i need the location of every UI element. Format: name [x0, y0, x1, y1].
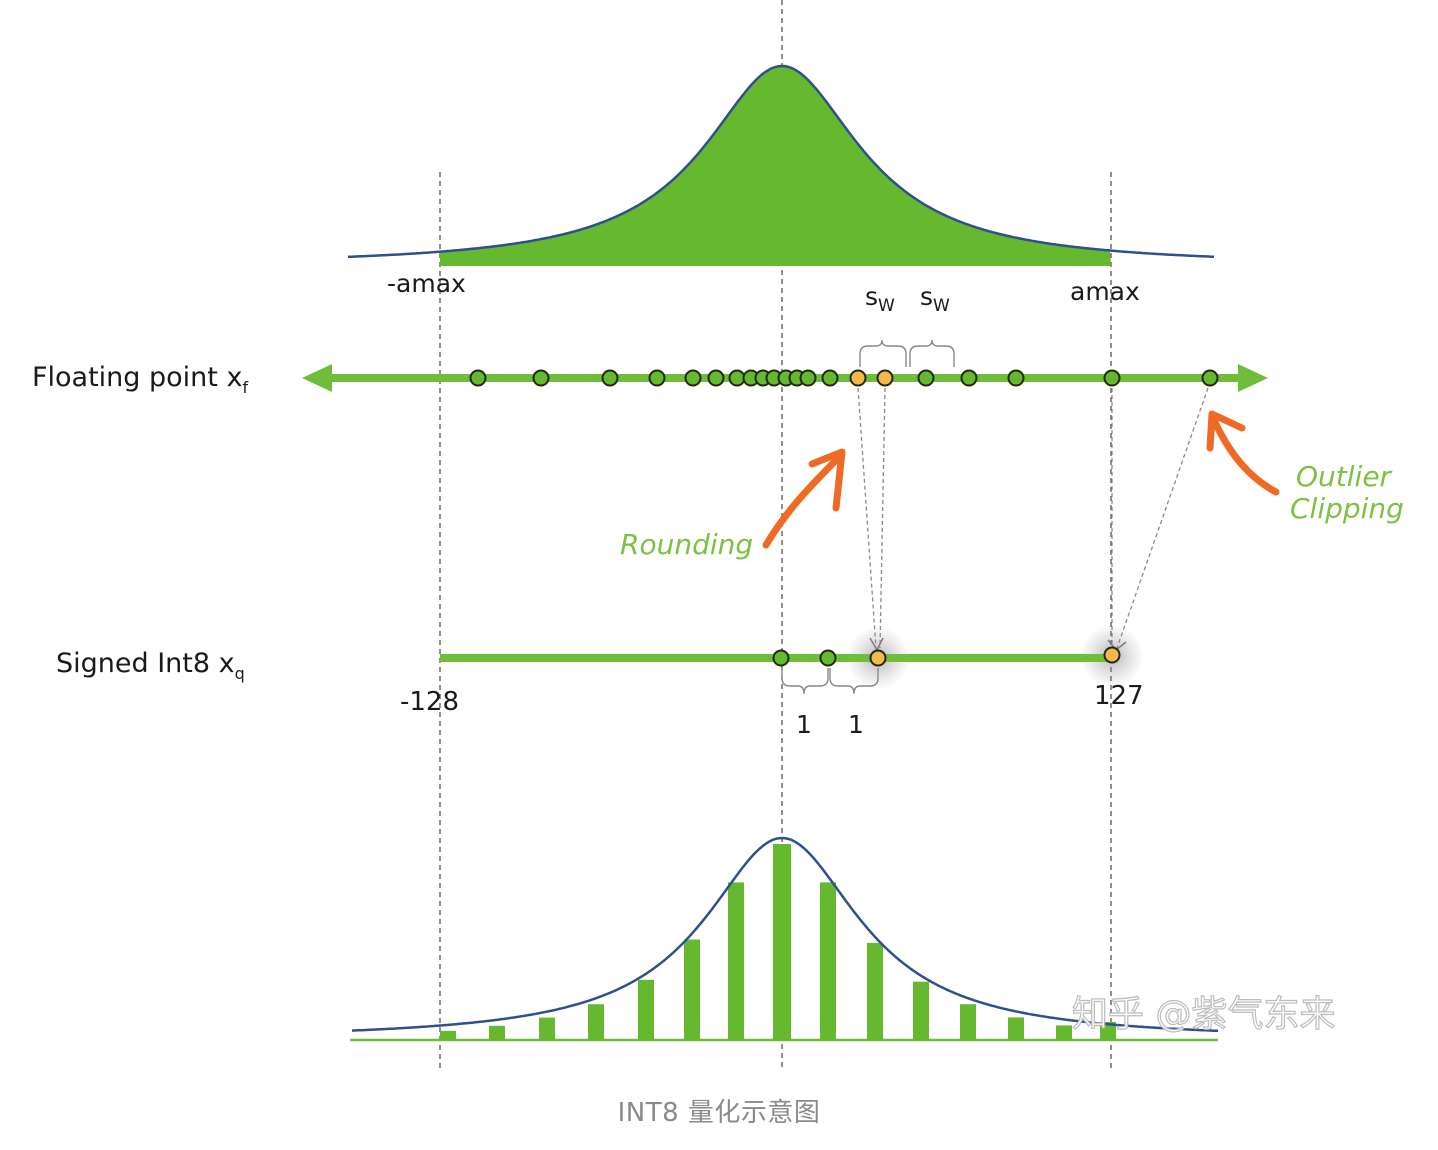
histogram-bar	[820, 882, 836, 1040]
unit-brace-1	[782, 668, 828, 694]
map-clip	[1117, 388, 1208, 648]
int-max-label: 127	[1094, 681, 1144, 711]
float-point	[471, 371, 486, 386]
histogram-bar	[728, 882, 744, 1040]
rounding-arrow	[766, 458, 838, 545]
histogram-bar	[539, 1018, 555, 1040]
brace-1	[860, 340, 906, 367]
histogram-bar	[773, 844, 791, 1040]
int-axis	[440, 624, 1144, 690]
float-point	[650, 371, 665, 386]
float-point	[962, 371, 977, 386]
scale-braces	[860, 340, 954, 367]
int-axis-label: Signed Int8 xq	[56, 648, 245, 683]
float-point	[686, 371, 701, 386]
int-axis-text: Signed Int8 x	[56, 648, 235, 679]
float-point	[1105, 371, 1120, 386]
watermark: 知乎 @紫气东来	[1072, 994, 1335, 1035]
mapping-arrows	[858, 388, 1208, 648]
float-axis-arrow-left	[302, 364, 332, 392]
float-axis-arrow-right	[1238, 364, 1268, 392]
unit-step-label-1: 1	[796, 710, 812, 739]
float-point	[919, 371, 934, 386]
histogram-bar	[913, 982, 929, 1040]
scale-symbol: s	[865, 282, 878, 311]
neg-amax-label: -amax	[387, 269, 466, 298]
outlier-label: Outlier	[1296, 460, 1393, 493]
float-point	[730, 371, 745, 386]
figure-caption: INT8 量化示意图	[0, 1092, 1438, 1129]
histogram-bar	[1056, 1025, 1072, 1040]
rounding-label: Rounding	[620, 528, 753, 561]
histogram-bar	[638, 980, 654, 1040]
svg-text:sW: sW	[920, 282, 950, 316]
histogram-bar	[1008, 1017, 1024, 1040]
scale-subscript: W	[933, 296, 950, 316]
float-point	[603, 371, 618, 386]
int-point-highlight	[1105, 648, 1120, 663]
float-point	[1009, 371, 1024, 386]
histogram-bar	[867, 943, 883, 1040]
float-axis-sub: f	[242, 378, 248, 397]
clipping-label: Clipping	[1290, 492, 1404, 525]
int-axis-sub: q	[235, 664, 245, 683]
scale-subscript: W	[878, 296, 895, 316]
svg-text:sW: sW	[865, 282, 895, 316]
float-point	[1203, 371, 1218, 386]
histogram-bar	[440, 1031, 456, 1040]
svg-text:Signed Int8 xq: Signed Int8 xq	[56, 648, 245, 683]
histogram-bar	[489, 1026, 505, 1040]
int-point	[774, 651, 789, 666]
map-rounding-1	[858, 388, 876, 648]
clipping-annotation: Outlier Clipping	[1210, 414, 1404, 525]
float-point-highlight	[851, 371, 866, 386]
int-point-highlight	[871, 651, 886, 666]
brace-2	[910, 340, 954, 367]
float-point	[709, 371, 724, 386]
float-point	[534, 371, 549, 386]
float-point	[823, 371, 838, 386]
clipping-arrow	[1214, 420, 1276, 492]
histogram-bar	[588, 1004, 604, 1040]
float-axis-text: Floating point x	[32, 362, 242, 393]
float-point	[801, 371, 816, 386]
scale-symbol: s	[920, 282, 933, 311]
amax-label: amax	[1070, 277, 1140, 306]
scale-label-1: sW	[865, 282, 895, 316]
float-axis	[302, 364, 1268, 392]
histogram-bar	[684, 940, 700, 1041]
int-min-label: -128	[400, 687, 459, 717]
histogram-bar	[960, 1004, 976, 1040]
svg-text:Floating point xf: Floating point xf	[32, 362, 248, 397]
float-distribution	[348, 66, 1214, 266]
int-point	[821, 651, 836, 666]
float-axis-label: Floating point xf	[32, 362, 248, 397]
unit-step-label-2: 1	[848, 710, 864, 739]
map-rounding-2	[880, 388, 885, 648]
float-point-highlight	[878, 371, 893, 386]
rounding-annotation: Rounding	[620, 452, 842, 561]
scale-label-2: sW	[920, 282, 950, 316]
